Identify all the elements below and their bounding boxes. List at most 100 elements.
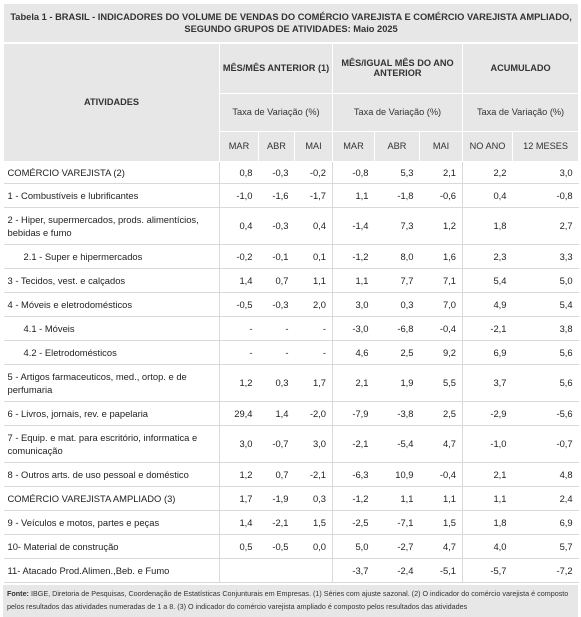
row-label: 8 - Outros arts. de uso pessoal e domést…: [3, 462, 220, 487]
table-row: 5 - Artigos farmaceuticos, med., ortop. …: [3, 364, 579, 402]
row-value: 7,1: [419, 268, 463, 293]
row-value: -: [294, 316, 333, 341]
footnote: Fonte: IBGE, Diretoria de Pesquisas, Coo…: [3, 584, 578, 617]
row-value: -2,1: [332, 425, 375, 463]
table-row: 7 - Equip. e mat. para escritório, infor…: [3, 425, 579, 463]
row-value: -5,6: [512, 401, 579, 426]
row-value: 4,7: [419, 425, 463, 463]
header-col: MAR: [332, 130, 375, 162]
row-value: -: [258, 316, 295, 341]
header-col: ABR: [374, 130, 420, 162]
row-value: -2,9: [462, 401, 513, 426]
row-value: 5,0: [512, 268, 579, 293]
row-value: 0,3: [374, 292, 420, 317]
header-atividades: ATIVIDADES: [3, 42, 220, 162]
row-label: 1 - Combustíveis e lubrificantes: [3, 183, 220, 208]
row-value: -0,7: [258, 425, 295, 463]
row-value: 5,0: [332, 534, 375, 559]
row-label: 9 - Veículos e motos, partes e peças: [3, 510, 220, 535]
row-value: 0,0: [294, 534, 333, 559]
row-value: -2,1: [258, 510, 295, 535]
row-value: 2,1: [419, 161, 463, 184]
table-row: 1 - Combustíveis e lubrificantes -1,0 -1,6…: [3, 183, 579, 208]
row-value: 1,1: [374, 486, 420, 511]
row-value: 2,5: [374, 340, 420, 365]
row-value: -: [219, 340, 259, 365]
row-value: -0,8: [332, 161, 375, 184]
row-label: 10- Material de construção: [3, 534, 220, 559]
row-value: 2,4: [512, 486, 579, 511]
row-value: 0,4: [462, 183, 513, 208]
table-row: 4 - Móveis e eletrodomésticos -0,5 -0,3 2,0…: [3, 292, 579, 317]
row-value: 1,2: [219, 462, 259, 487]
table-row: COMÉRCIO VAREJISTA AMPLIADO (3) 1,7 -1,9 0,…: [3, 486, 579, 511]
row-label: 4.2 - Eletrodomésticos: [3, 340, 220, 365]
row-value: 2,0: [294, 292, 333, 317]
row-value: 2,5: [419, 401, 463, 426]
table-row: 4.1 - Móveis - - - -3,0 -6,8 -0,4 -2,1 3,8: [3, 316, 579, 341]
row-value: -1,7: [294, 183, 333, 208]
row-value: 5,3: [374, 161, 420, 184]
row-value: -0,5: [258, 534, 295, 559]
row-value: [294, 558, 333, 583]
row-value: -1,0: [462, 425, 513, 463]
row-value: 0,4: [219, 207, 259, 245]
table-row: 4.2 - Eletrodomésticos - - -4,6 2,5 9,2 6,9 5,6: [3, 340, 579, 365]
table-row: 9 - Veículos e motos, partes e peças 1,4-…: [3, 510, 579, 535]
row-value: 3,0: [294, 425, 333, 463]
row-value: -3,0: [332, 316, 375, 341]
row-value: -7,9: [332, 401, 375, 426]
row-value: 5,6: [512, 340, 579, 365]
row-value: -0,5: [219, 292, 259, 317]
row-value: -0,2: [294, 161, 333, 184]
row-value: 0,7: [258, 268, 295, 293]
header-col: MAI: [419, 130, 463, 162]
header-group-mes-anterior: MÊS/MÊS ANTERIOR (1): [219, 42, 333, 94]
row-value: [258, 558, 295, 583]
table-title: Tabela 1 - BRASIL - INDICADORES DO VOLUM…: [2, 3, 580, 44]
table-row: 11- Atacado Prod.Alimen.,Beb. e Fumo -3,7…: [3, 558, 579, 583]
row-label: 4 - Móveis e eletrodomésticos: [3, 292, 220, 317]
row-value: 1,2: [219, 364, 259, 402]
row-value: -: [258, 340, 295, 365]
row-value: -2,1: [462, 316, 513, 341]
row-label: 6 - Livros, jornais, rev. e papelaria: [3, 401, 220, 426]
indicators-table-container: Tabela 1 - BRASIL - INDICADORES DO VOLUM…: [2, 3, 580, 617]
row-value: -: [294, 340, 333, 365]
table-row: COMÉRCIO VAREJISTA (2) 0,8 -0,3 -0,2 -0,8 5,3…: [3, 161, 579, 184]
row-value: 3,3: [512, 244, 579, 269]
row-value: -3,8: [374, 401, 420, 426]
row-value: 2,2: [462, 161, 513, 184]
row-value: -7,1: [374, 510, 420, 535]
header-col: ABR: [258, 130, 295, 162]
row-value: -1,6: [258, 183, 295, 208]
row-value: -0,4: [419, 462, 463, 487]
row-value: 1,9: [374, 364, 420, 402]
row-value: 1,1: [462, 486, 513, 511]
row-value: -0,1: [258, 244, 295, 269]
row-value: 0,3: [294, 486, 333, 511]
row-label: 4.1 - Móveis: [3, 316, 220, 341]
row-value: 2,3: [462, 244, 513, 269]
row-value: -0,3: [258, 161, 295, 184]
table-row: 2.1 - Super e hipermercados -0,2 -0,1 0,1 -1…: [3, 244, 579, 269]
row-value: 1,5: [419, 510, 463, 535]
row-value: 1,1: [332, 268, 375, 293]
row-value: 0,8: [219, 161, 259, 184]
row-value: 2,1: [462, 462, 513, 487]
row-value: -1,2: [332, 244, 375, 269]
row-value: 6,9: [462, 340, 513, 365]
footnote-label: Fonte:: [7, 588, 29, 598]
table-row: 8 - Outros arts. de uso pessoal e domést…: [3, 462, 579, 487]
table-row: 3 - Tecidos, vest. e calçados 1,4 0,7 1,1 1,…: [3, 268, 579, 293]
row-label: COMÉRCIO VAREJISTA AMPLIADO (3): [3, 486, 220, 511]
row-value: 5,7: [512, 534, 579, 559]
row-value: [219, 558, 259, 583]
table-row: 6 - Livros, jornais, rev. e papelaria 29,…: [3, 401, 579, 426]
row-value: 1,4: [258, 401, 295, 426]
row-value: 1,7: [294, 364, 333, 402]
row-value: 1,1: [419, 486, 463, 511]
row-value: -: [219, 316, 259, 341]
row-value: 2,7: [512, 207, 579, 245]
table-row: 2 - Hiper, supermercados, prods. aliment…: [3, 207, 579, 245]
